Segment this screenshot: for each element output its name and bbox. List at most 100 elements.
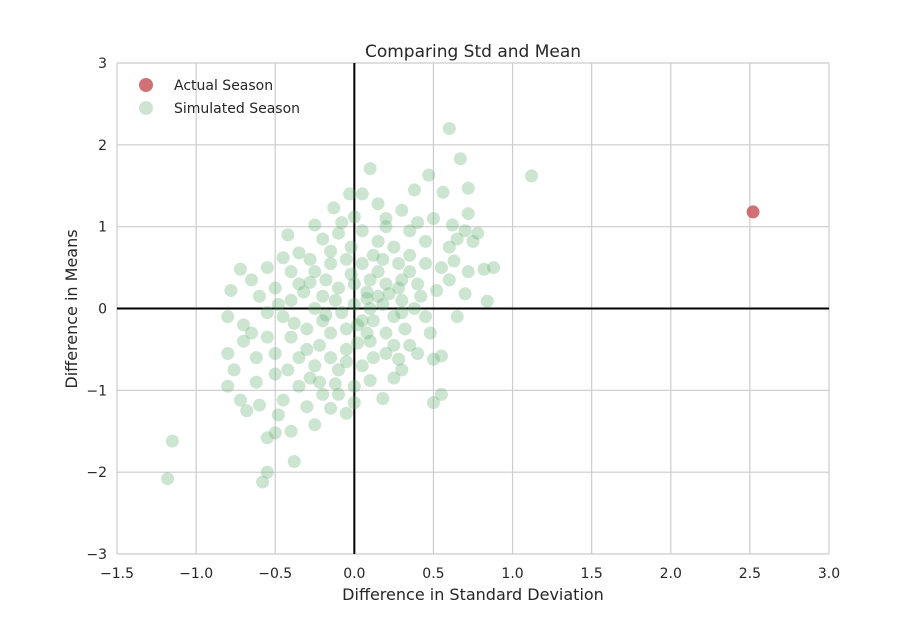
simulated-season-point	[347, 297, 361, 311]
simulated-season-point	[450, 232, 464, 246]
simulated-season-point	[407, 302, 421, 315]
simulated-season-point	[281, 228, 295, 242]
simulated-season-point	[442, 240, 456, 254]
simulated-season-point	[445, 218, 459, 232]
simulated-season-point	[450, 310, 464, 324]
simulated-season-point	[332, 387, 346, 401]
simulated-season-point	[347, 210, 361, 224]
simulated-season-point	[316, 289, 330, 303]
simulated-season-point	[434, 261, 448, 275]
y-tick-labels: −3 −2 −1 0 1 2 3	[86, 56, 107, 563]
simulated-season-point	[268, 347, 282, 361]
simulated-season-point	[411, 277, 425, 291]
simulated-season-point	[371, 265, 385, 279]
simulated-season-point	[233, 393, 247, 407]
simulated-season-point	[471, 226, 485, 240]
simulated-season-point	[458, 224, 472, 238]
simulated-season-point	[480, 294, 494, 308]
simulated-season-point	[328, 293, 342, 307]
simulated-season-point	[347, 277, 361, 291]
simulated-season-point	[458, 287, 472, 301]
simulated-season-point	[244, 326, 258, 340]
simulated-season-point	[221, 347, 235, 361]
simulated-season-point	[360, 292, 374, 306]
simulated-season-point	[363, 162, 377, 176]
simulated-season-point	[260, 431, 274, 445]
simulated-season-point	[371, 197, 385, 211]
simulated-season-point	[292, 246, 306, 260]
simulated-season-point	[324, 351, 338, 365]
simulated-season-point	[260, 261, 274, 275]
simulated-season-point	[297, 285, 311, 299]
simulated-season-point	[252, 398, 266, 412]
simulated-season-point	[303, 252, 317, 266]
simulated-season-point	[292, 277, 306, 291]
simulated-season-point	[411, 347, 425, 361]
simulated-season-point	[347, 379, 361, 393]
simulated-season-point	[403, 248, 417, 262]
simulated-season-point	[332, 363, 346, 377]
simulated-season-point	[276, 251, 290, 265]
x-tick-label: 1.0	[501, 566, 523, 582]
simulated-season-point	[319, 308, 333, 322]
simulated-season-point	[366, 314, 380, 328]
simulated-season-point	[344, 267, 358, 281]
simulated-season-point	[268, 281, 282, 295]
simulated-season-point	[395, 363, 409, 377]
simulated-season-point	[434, 349, 448, 363]
simulated-season-point	[233, 262, 247, 276]
simulated-season-point	[442, 121, 456, 135]
simulated-season-point	[332, 226, 346, 240]
x-tick-label: 1.5	[581, 566, 603, 582]
simulated-season-point	[447, 254, 461, 268]
simulated-season-point	[165, 434, 179, 448]
simulated-season-point	[525, 169, 539, 183]
simulated-season-point	[328, 377, 342, 391]
simulated-season-point	[303, 275, 317, 289]
simulated-season-point	[260, 330, 274, 344]
simulated-season-point	[477, 262, 491, 276]
simulated-season-point	[360, 285, 374, 299]
simulated-season-point	[363, 334, 377, 348]
chart-title: Comparing Std and Mean	[365, 42, 581, 62]
simulated-season-point	[244, 273, 258, 287]
simulated-season-point	[376, 392, 390, 406]
simulated-season-point	[395, 203, 409, 217]
simulated-season-point	[260, 465, 274, 479]
simulated-season-point	[287, 455, 301, 469]
simulated-season-point	[292, 351, 306, 365]
legend-marker	[139, 101, 153, 115]
simulated-season-point	[392, 352, 406, 366]
simulated-season-point	[249, 375, 263, 389]
simulated-season-point	[237, 318, 251, 332]
simulated-season-point	[324, 401, 338, 415]
simulated-season-point	[308, 265, 322, 279]
simulated-season-point	[308, 418, 322, 432]
simulated-season-point	[249, 351, 263, 365]
simulated-season-point	[387, 338, 401, 352]
simulated-season-point	[308, 302, 322, 315]
simulated-season-point	[224, 283, 238, 297]
simulated-season-point	[343, 187, 357, 201]
simulated-season-point	[403, 265, 417, 279]
simulated-season-point	[379, 277, 393, 291]
simulated-season-point	[423, 326, 437, 340]
simulated-season-point	[366, 248, 380, 262]
simulated-season-point	[324, 326, 338, 340]
simulated-season-point	[414, 289, 428, 303]
simulated-season-point	[300, 400, 314, 414]
simulated-season-point	[426, 352, 440, 366]
simulated-season-point	[339, 322, 353, 336]
simulated-season-point	[319, 273, 333, 287]
simulated-season-point	[382, 287, 396, 301]
simulated-season-point	[284, 330, 298, 344]
data-points	[161, 121, 760, 489]
simulated-season-point	[227, 363, 241, 377]
simulated-season-point	[426, 211, 440, 225]
simulated-season-point	[350, 318, 364, 332]
x-tick-labels: −1.5 −1.0 −0.5 0.0 0.5 1.0 1.5 2.0 2.5 3.0	[100, 566, 840, 582]
x-axis-label: Difference in Standard Deviation	[342, 585, 604, 604]
simulated-season-point	[335, 216, 349, 230]
simulated-season-point	[284, 265, 298, 279]
